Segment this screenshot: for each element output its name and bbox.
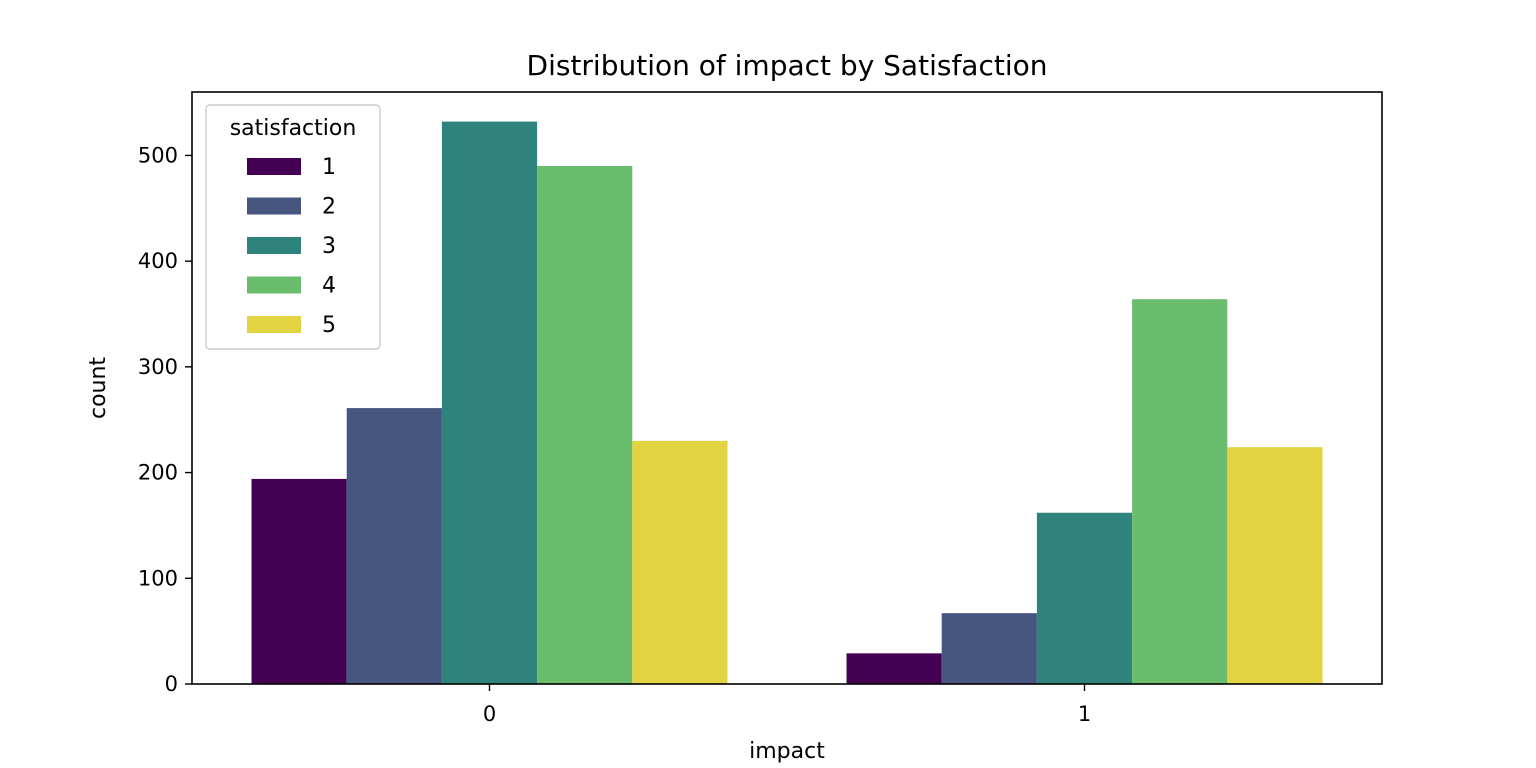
legend-label-4: 4 <box>322 274 336 299</box>
x-axis-label: impact <box>749 739 825 764</box>
legend-swatch-4 <box>247 276 301 294</box>
legend-items: 1 2 3 4 5 <box>247 155 336 338</box>
bar-impact-1-satisfaction-4 <box>1132 299 1228 684</box>
y-tick-label: 300 <box>138 355 178 379</box>
bar-impact-0-satisfaction-2 <box>346 408 442 684</box>
bar-impact-1-satisfaction-3 <box>1036 512 1133 684</box>
legend: satisfaction 1 2 3 4 5 <box>205 104 381 350</box>
x-tick-label: 1 <box>1078 702 1091 726</box>
y-tick-label: 400 <box>138 249 178 273</box>
legend-frame <box>205 104 381 350</box>
bar-impact-0-satisfaction-3 <box>441 121 538 685</box>
y-tick-label: 200 <box>138 461 178 485</box>
legend-label-5: 5 <box>322 313 336 338</box>
legend-swatch-3 <box>247 237 301 254</box>
x-tick-label: 0 <box>483 702 496 726</box>
legend-label-2: 2 <box>322 195 336 220</box>
bar-impact-0-satisfaction-1 <box>251 478 347 684</box>
legend-swatch-1 <box>247 158 301 175</box>
chart-title: Distribution of impact by Satisfaction <box>527 49 1048 82</box>
plot-frame <box>191 91 1383 685</box>
bars-group <box>251 121 1323 685</box>
y-tick-label: 100 <box>138 566 178 590</box>
bar-impact-1-satisfaction-2 <box>941 613 1037 684</box>
bar-impact-1-satisfaction-5 <box>1227 447 1323 684</box>
legend-swatch-5 <box>247 316 301 333</box>
legend-title: satisfaction <box>230 116 357 141</box>
y-tick-label: 0 <box>165 672 178 696</box>
y-axis-label: count <box>86 357 111 419</box>
bar-impact-1-satisfaction-1 <box>846 653 942 684</box>
y-axis-ticks: 0 100 200 300 400 500 <box>138 143 192 696</box>
legend-label-1: 1 <box>322 155 336 180</box>
bar-impact-0-satisfaction-4 <box>537 166 633 684</box>
legend-label-3: 3 <box>322 234 336 259</box>
legend-swatch-2 <box>247 197 301 215</box>
bar-impact-0-satisfaction-5 <box>632 440 728 684</box>
y-tick-label: 500 <box>138 143 178 167</box>
